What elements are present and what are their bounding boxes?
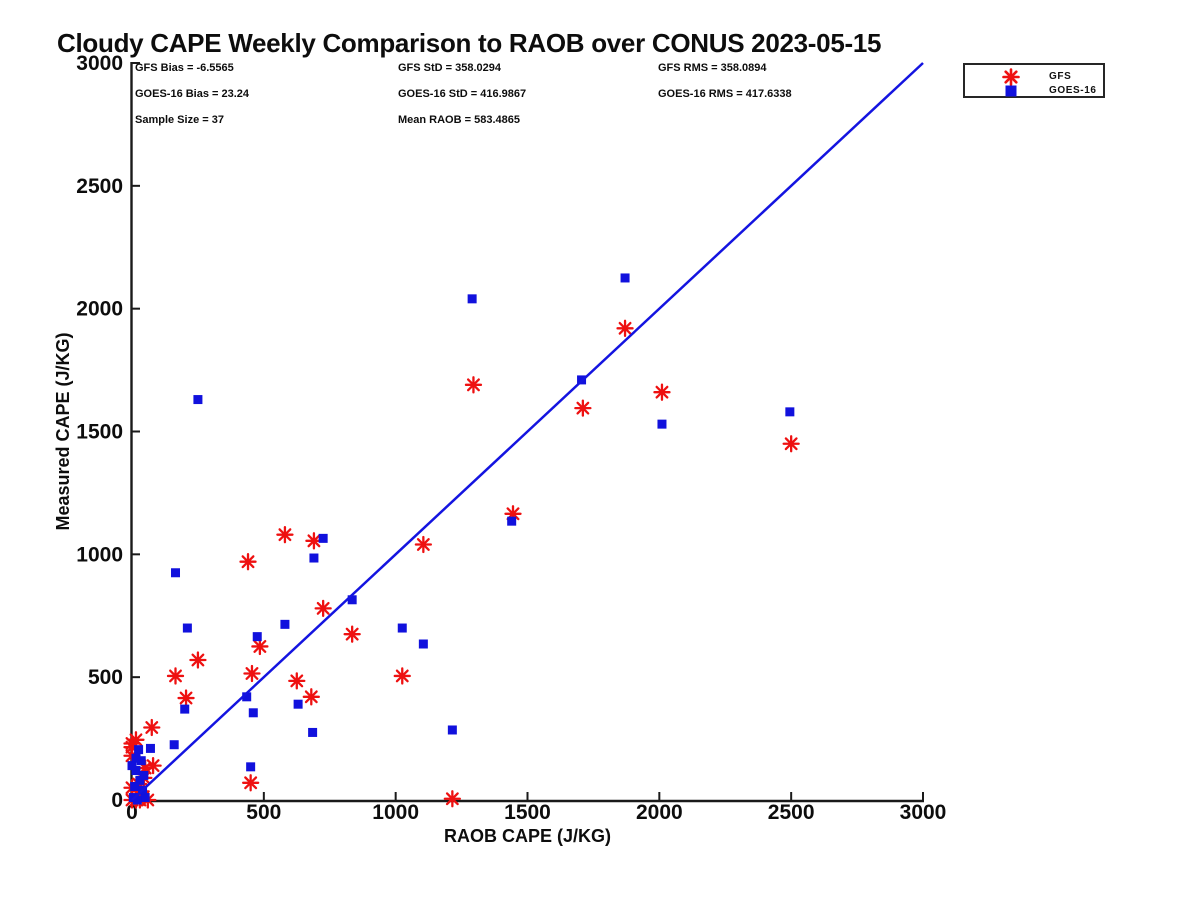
stat-goes16-bias: GOES-16 Bias = 23.24 [135, 88, 250, 100]
goes16-point [308, 727, 318, 737]
goes16-point [139, 770, 149, 780]
gfs-point [251, 637, 269, 656]
goes16-point [127, 761, 137, 771]
gfs-point [166, 667, 185, 685]
goes16-point [318, 533, 328, 543]
gfs-point [305, 532, 323, 550]
gfs-point [288, 672, 306, 690]
gfs-point [343, 625, 361, 643]
goes16-point [467, 294, 477, 304]
stat-mean-raob: Mean RAOB = 583.4865 [398, 114, 520, 126]
x-tick-label: 500 [246, 801, 281, 824]
x-tick-label: 3000 [900, 801, 947, 824]
goes16-point [193, 395, 203, 405]
goes16-point [169, 740, 179, 750]
y-tick-label: 1500 [76, 421, 123, 444]
goes16-point [657, 419, 667, 429]
x-tick-label: 0 [126, 801, 138, 824]
gfs-point [464, 376, 483, 394]
goes16-point [180, 704, 190, 714]
goes16-point [140, 793, 150, 803]
gfs-point [314, 599, 332, 618]
stat-gfs-rms: GFS RMS = 358.0894 [658, 62, 767, 74]
gfs-point [239, 553, 257, 571]
goes16-point [131, 753, 141, 763]
goes16-point [145, 743, 155, 753]
goes16-point [248, 708, 258, 718]
y-tick-label: 2000 [76, 298, 123, 321]
legend-label-gfs: GFS [1049, 71, 1072, 82]
x-tick-label: 1000 [372, 801, 419, 824]
chart-title: Cloudy CAPE Weekly Comparison to RAOB ov… [57, 28, 882, 58]
goes16-point [347, 595, 357, 605]
goes16-point [135, 775, 145, 785]
gfs-point [189, 651, 207, 669]
gfs-point [177, 689, 195, 707]
goes16-point [293, 699, 303, 709]
gfs-point [302, 688, 320, 706]
gfs-point [143, 718, 161, 737]
stats-column-1: GFS Bias = -6.5565 GOES-16 Bias = 23.24 … [135, 55, 249, 133]
x-axis-label: RAOB CAPE (J/KG) [444, 826, 611, 846]
stat-goes16-rms: GOES-16 RMS = 417.6338 [658, 88, 792, 100]
gfs-point [653, 383, 671, 401]
y-tick-label: 2500 [76, 175, 123, 198]
legend-box: GFS GOES-16 [963, 63, 1105, 98]
gfs-point [414, 535, 433, 554]
y-tick-label: 0 [111, 789, 123, 812]
goes16-point [130, 781, 140, 791]
goes16-point [785, 407, 795, 417]
goes16-point [397, 623, 407, 633]
goes16-point [507, 516, 517, 526]
stat-goes16-std: GOES-16 StD = 416.9867 [398, 88, 527, 100]
y-tick-label: 500 [88, 666, 123, 689]
goes16-point [131, 766, 141, 776]
goes16-point [246, 762, 256, 772]
goes16-point [242, 692, 252, 702]
gfs-point [276, 526, 294, 544]
stat-gfs-std: GFS StD = 358.0294 [398, 62, 502, 74]
gfs-point [616, 319, 634, 337]
y-axis-label: Measured CAPE (J/KG) [53, 332, 73, 530]
goes16-point [171, 568, 181, 578]
gfs-point [243, 664, 261, 683]
gfs-point [241, 774, 260, 792]
stat-sample-size: Sample Size = 37 [135, 114, 224, 126]
goes16-point [132, 795, 142, 805]
goes16-point [136, 756, 146, 766]
stats-column-2: GFS StD = 358.0294 GOES-16 StD = 416.986… [398, 55, 526, 133]
goes16-point [418, 639, 428, 649]
legend-label-goes16: GOES-16 [1049, 85, 1097, 96]
goes16-point [620, 273, 630, 283]
stat-gfs-bias: GFS Bias = -6.5565 [135, 62, 234, 74]
goes16-point [252, 632, 262, 642]
goes16-point [280, 619, 290, 629]
square-icon [1002, 82, 1020, 100]
legend-item-gfs: GFS [965, 68, 1103, 86]
asterisk-icon [1002, 68, 1020, 86]
x-tick-label: 2500 [768, 801, 815, 824]
x-tick-label: 1500 [504, 801, 551, 824]
gfs-point [574, 399, 592, 417]
gfs-point [782, 435, 800, 453]
x-tick-label: 2000 [636, 801, 683, 824]
y-tick-label: 1000 [76, 543, 123, 566]
goes16-point [134, 745, 144, 755]
y-tick-label: 3000 [76, 52, 123, 75]
gfs-point [393, 667, 411, 685]
one-to-one-line [131, 62, 924, 801]
gfs-point [443, 790, 462, 808]
legend-item-goes16: GOES-16 [965, 84, 1103, 98]
goes16-point [309, 553, 319, 563]
stats-column-3: GFS RMS = 358.0894 GOES-16 RMS = 417.633… [658, 55, 792, 107]
goes16-point [447, 725, 457, 735]
goes16-point [182, 623, 192, 633]
